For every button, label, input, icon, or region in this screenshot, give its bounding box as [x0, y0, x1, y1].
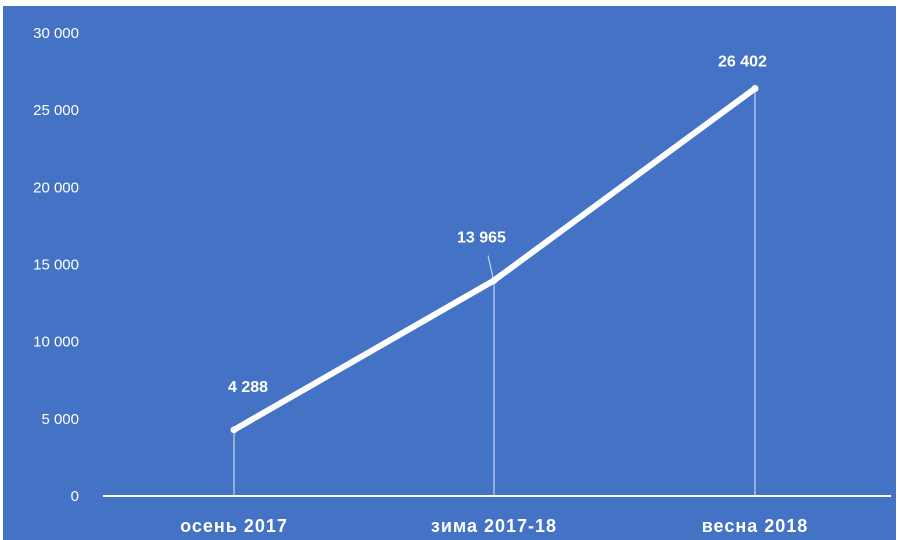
x-axis-ticks: осень 2017 зима 2017-18 весна 2018	[180, 516, 809, 536]
data-label: 26 402	[718, 54, 767, 71]
y-tick-label: 5 000	[41, 411, 79, 428]
y-axis-ticks: 0 5 000 10 000 15 000 20 000 25 000 30 000	[33, 25, 79, 505]
y-tick-label: 10 000	[33, 334, 79, 351]
chart-area: 0 5 000 10 000 15 000 20 000 25 000 30 000 осе…	[3, 6, 896, 540]
x-tick-label: осень 2017	[180, 516, 288, 536]
data-point	[751, 85, 759, 93]
line-chart: 0 5 000 10 000 15 000 20 000 25 000 30 000 осе…	[33, 25, 891, 536]
label-leader-line	[487, 255, 494, 278]
data-point	[230, 426, 238, 434]
data-label: 4 288	[228, 379, 268, 396]
drop-lines	[233, 88, 756, 496]
data-points	[230, 85, 759, 434]
y-tick-label: 20 000	[33, 179, 79, 196]
y-tick-label: 15 000	[33, 257, 79, 274]
y-tick-label: 25 000	[33, 102, 79, 119]
y-tick-label: 0	[71, 488, 79, 505]
y-tick-label: 30 000	[33, 25, 79, 42]
x-tick-label: весна 2018	[702, 516, 809, 536]
data-label: 13 965	[457, 229, 506, 246]
data-point	[490, 276, 498, 284]
x-tick-label: зима 2017-18	[431, 516, 557, 536]
data-labels: 4 288 13 965 26 402	[228, 54, 767, 396]
